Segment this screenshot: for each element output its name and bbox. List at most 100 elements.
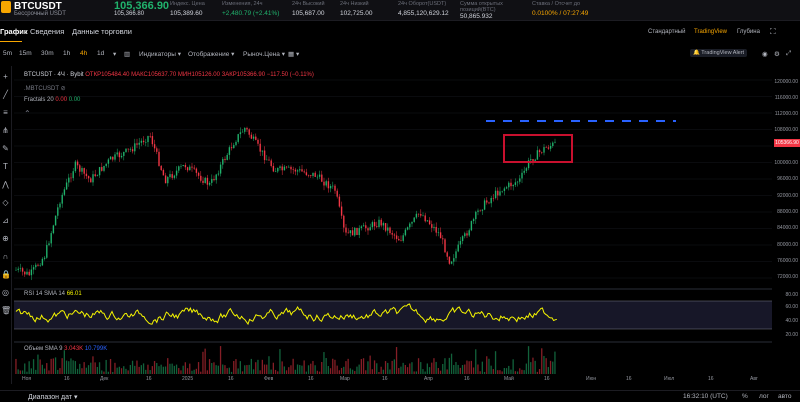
date-range-button[interactable]: Диапазон дат ▾ — [28, 394, 78, 401]
volume-bar — [228, 367, 230, 374]
candle-body — [268, 159, 270, 161]
percent-toggle[interactable]: % — [742, 393, 748, 400]
candle-body — [204, 177, 206, 183]
tab-trading-data[interactable]: Данные торговли — [72, 27, 132, 36]
candle-body — [481, 209, 484, 211]
candle-body — [116, 152, 118, 155]
volume-bar — [65, 360, 68, 374]
volume-bar — [530, 362, 532, 374]
timeframe-1d[interactable]: 1d — [97, 50, 105, 57]
candle-body — [444, 239, 446, 253]
trash-icon[interactable]: 🗑 — [1, 306, 12, 315]
candle-body — [312, 172, 314, 177]
volume-bar — [483, 371, 486, 374]
camera-icon[interactable]: ◉ — [762, 51, 768, 58]
tab-chart[interactable]: График — [0, 27, 28, 36]
volume-bar — [417, 358, 420, 374]
magnet-icon[interactable]: ∩ — [2, 252, 9, 261]
volume-legend[interactable]: Объем SMA 9 3.043K 10.799K — [24, 346, 108, 352]
view-depth[interactable]: Глубина — [737, 29, 760, 35]
indicators-button[interactable]: Индикаторы ▾ — [139, 51, 182, 58]
mbtc-legend[interactable]: .MBTCUSDT ⊘ — [24, 85, 66, 92]
timeframe-1h[interactable]: 1h — [63, 50, 71, 57]
tradingview-alert-button[interactable]: 🔔 TradingView Alert — [690, 49, 748, 57]
candle-body — [46, 245, 48, 258]
volume-bar — [488, 358, 490, 374]
volume-bar — [411, 362, 413, 374]
volume-bar — [74, 361, 76, 374]
layout-grid-icon[interactable]: ▦ ▾ — [288, 51, 300, 58]
candle-body — [208, 182, 211, 185]
price-axis[interactable]: 120000.00 116000.00 112000.00 108000.00 … — [772, 66, 800, 384]
auto-toggle[interactable]: авто — [778, 393, 792, 400]
market-price-button[interactable]: Рыноч.Цена ▾ — [243, 51, 285, 58]
view-tradingview[interactable]: TradingView — [694, 29, 728, 35]
volume-bar — [316, 370, 318, 374]
volume-bar — [307, 365, 310, 374]
candle-body — [164, 175, 167, 184]
candle-body — [195, 168, 198, 173]
rsi-legend[interactable]: RSI 14 SMA 14 66.01 — [24, 291, 82, 297]
timeframe-dropdown-icon[interactable]: ▾ — [113, 51, 117, 58]
tab-info[interactable]: Сведения — [30, 27, 65, 36]
crosshair-icon[interactable]: + — [3, 72, 8, 81]
shapes-icon[interactable]: ◇ — [2, 198, 9, 207]
candle-body — [65, 182, 68, 190]
settings-gear-icon[interactable]: ⚙ — [774, 51, 780, 58]
collapse-legend-icon[interactable]: ⌃ — [24, 109, 31, 118]
fullscreen-icon[interactable]: ⤢ — [786, 50, 792, 57]
candle-body — [345, 227, 347, 233]
candle-body — [263, 150, 266, 161]
candle-body — [48, 243, 50, 246]
expand-icon[interactable]: ⛶ — [770, 27, 776, 36]
timeframe-30m[interactable]: 30m — [41, 50, 54, 57]
volume-bar — [400, 366, 402, 374]
volume-bar — [109, 358, 112, 374]
volume-bar — [384, 361, 387, 374]
log-toggle[interactable]: лог — [759, 393, 769, 400]
candle-type-icon[interactable]: ▥ — [124, 51, 131, 58]
candle-body — [103, 165, 105, 171]
fib-tool-icon[interactable]: ⋔ — [2, 126, 9, 135]
symbol-name[interactable]: BTCUSDT — [14, 1, 62, 12]
volume-bar — [389, 369, 391, 374]
text-tool-icon[interactable]: T — [3, 162, 8, 171]
candle-body — [340, 206, 343, 216]
candle-body — [255, 136, 257, 140]
price-tick: 116000.00 — [774, 95, 798, 101]
candle-body — [120, 155, 123, 158]
volume-bar — [235, 359, 237, 374]
eye-icon[interactable]: ◎ — [2, 288, 9, 297]
volume-bar — [127, 370, 129, 374]
display-button[interactable]: Отображение ▾ — [188, 51, 235, 58]
candle-body — [131, 149, 134, 152]
active-tab-indicator — [0, 41, 22, 42]
volume-bar — [347, 358, 349, 374]
brush-icon[interactable]: ✎ — [2, 144, 9, 153]
candle-body — [261, 150, 264, 152]
volume-bar — [28, 361, 30, 374]
timeframe-15m[interactable]: 15m — [19, 50, 32, 57]
zoom-in-icon[interactable]: ⊕ — [2, 234, 9, 243]
rsi-tick: 40.00 — [785, 318, 798, 324]
time-axis[interactable]: Ноя 16 Дек 16 2025 16 Фев 16 Мар 16 Апр 16 Май 16 Июн 1… — [14, 376, 772, 384]
fractals-legend[interactable]: Fractals 20 0.00 0.00 — [24, 97, 81, 103]
legend-pair: BTCUSDT · 4Ч · Bybit — [24, 72, 84, 78]
candle-body — [406, 227, 409, 230]
volume-bar — [259, 370, 261, 374]
trend-line-icon[interactable]: ╱ — [3, 90, 8, 99]
candle-body — [512, 184, 514, 187]
timeframe-5m[interactable]: 5m — [3, 50, 13, 57]
volume-bar — [294, 369, 296, 374]
horizontal-line-icon[interactable]: ≡ — [3, 108, 8, 117]
view-standard[interactable]: Стандартный — [648, 29, 686, 35]
volume-bar — [516, 371, 519, 374]
candle-body — [325, 181, 327, 186]
utc-clock[interactable]: 16:32:10 (UTC) — [683, 393, 728, 400]
rsi-line — [15, 303, 557, 326]
lock-icon[interactable]: 🔒 — [1, 270, 11, 279]
timeframe-4h[interactable]: 4h — [80, 50, 88, 57]
ruler-icon[interactable]: ⊿ — [2, 216, 9, 225]
pattern-tool-icon[interactable]: ⋀ — [2, 180, 9, 189]
